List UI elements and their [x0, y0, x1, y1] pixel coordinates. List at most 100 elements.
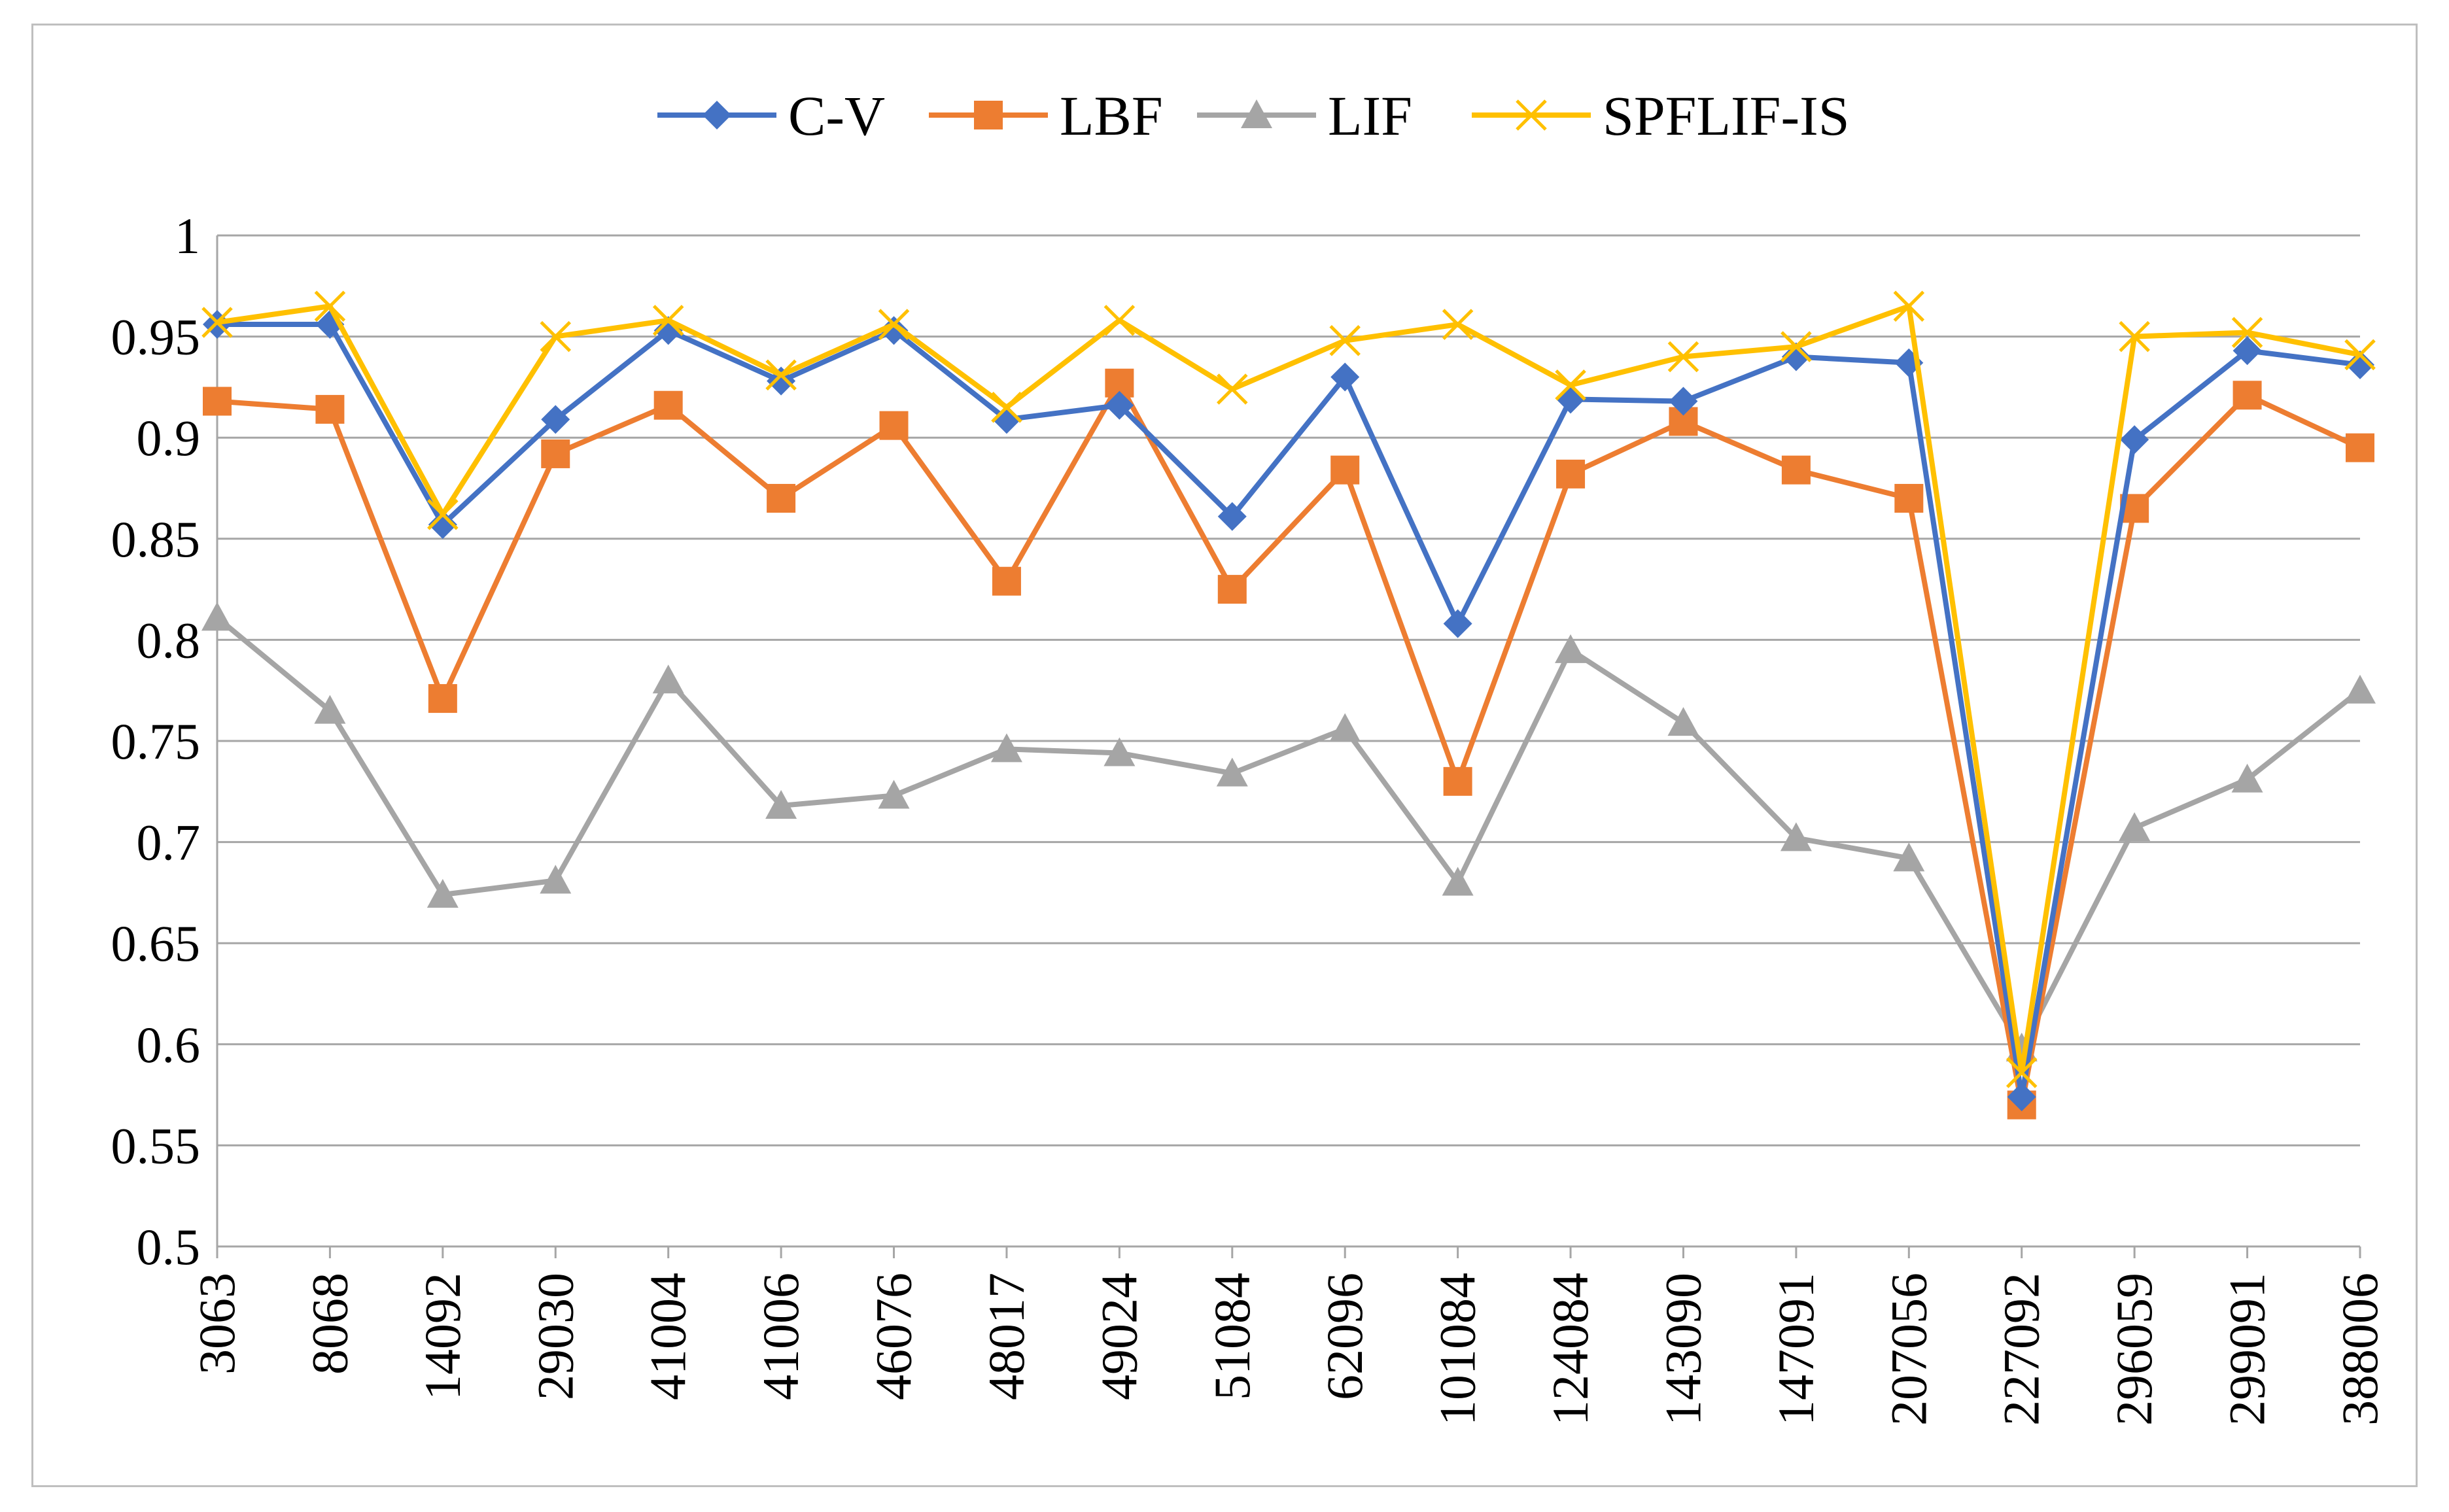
point-spflif-is-299091: [2231, 317, 2263, 349]
point-spflif-is-62096: [1329, 325, 1361, 356]
x-marker-stroke: [1555, 369, 1586, 401]
point-lif-41004: [652, 664, 684, 694]
y-tick-0.85: 0.85: [111, 511, 201, 568]
point-spflif-is-143090: [1667, 341, 1699, 373]
x-marker-stroke: [991, 392, 1022, 423]
point-lif-124084: [1555, 634, 1587, 663]
y-tick-0.9: 0.9: [137, 409, 201, 466]
y-tick-0.6: 0.6: [137, 1016, 201, 1073]
x-tick-labels: 3063 8068 14092 29030 41004 41006 46076 48017 49…: [188, 1273, 2388, 1426]
x-tick-227092: 227092: [1993, 1273, 2050, 1426]
point-lbf-51084: [1217, 575, 1247, 604]
point-lbf-101084: [1443, 766, 1472, 796]
x-tick-143090: 143090: [1654, 1273, 1711, 1426]
point-c-v-143090: [1669, 387, 1698, 416]
x-marker-stroke: [2119, 320, 2150, 352]
y-tick-labels: 0.5 0.55 0.6 0.65 0.7 0.75 0.8 0.85 0.9 0.95 1: [111, 207, 201, 1275]
legend-item-spflif-is: SPFLIF-IS: [1472, 84, 1850, 147]
point-spflif-is-296059: [2119, 320, 2150, 352]
x-tick-14092: 14092: [414, 1273, 471, 1400]
x-marker-stroke: [2006, 1057, 2038, 1088]
point-lif-48017: [990, 733, 1022, 763]
x-tick-207056: 207056: [1880, 1273, 1937, 1426]
axes: [216, 235, 2361, 1258]
point-lbf-3063: [203, 387, 232, 416]
point-lbf-41006: [767, 483, 796, 513]
y-tick-0.5: 0.5: [137, 1218, 201, 1275]
x-marker-stroke: [2344, 339, 2376, 371]
legend-marker-lif: [1241, 99, 1272, 128]
point-spflif-is-124084: [1555, 369, 1586, 401]
x-tick-49024: 49024: [1090, 1273, 1147, 1400]
legend-label-c-v: C-V: [788, 84, 885, 147]
legend-marker-c-v: [703, 101, 731, 129]
x-marker-stroke: [1442, 309, 1474, 340]
point-c-v-51084: [1217, 502, 1247, 531]
point-lbf-41004: [653, 390, 683, 420]
point-spflif-is-46076: [878, 309, 910, 340]
y-tick-0.55: 0.55: [111, 1117, 201, 1174]
x-marker-stroke: [1217, 373, 1248, 405]
point-c-v-299091: [2232, 336, 2262, 366]
x-tick-46076: 46076: [865, 1273, 922, 1400]
point-lif-3063: [201, 602, 233, 631]
legend-item-lif: LIF: [1197, 84, 1412, 147]
x-tick-41004: 41004: [640, 1273, 697, 1400]
point-c-v-227092: [2007, 1082, 2036, 1112]
point-lif-296059: [2119, 812, 2151, 841]
y-tick-0.7: 0.7: [137, 814, 201, 871]
point-spflif-is-51084: [1217, 373, 1248, 405]
x-tick-299091: 299091: [2219, 1273, 2276, 1426]
point-spflif-is-8068: [314, 290, 346, 322]
point-lbf-147091: [1781, 455, 1811, 485]
point-lif-62096: [1329, 713, 1361, 742]
point-lbf-207056: [1894, 483, 1924, 513]
x-marker-stroke: [1329, 325, 1361, 356]
point-lbf-8068: [315, 394, 345, 424]
x-marker-stroke: [765, 359, 797, 391]
x-marker-stroke: [427, 498, 459, 530]
x-tick-51084: 51084: [1204, 1273, 1260, 1400]
series-spflif-is: [201, 290, 2376, 1088]
point-lif-147091: [1780, 822, 1812, 851]
series-line-lbf: [217, 380, 2361, 1108]
legend-marker-lbf: [974, 101, 1003, 129]
point-lif-388006: [2344, 674, 2376, 704]
point-lbf-299091: [2232, 381, 2262, 410]
x-marker-stroke: [1780, 331, 1812, 362]
point-lif-143090: [1667, 707, 1699, 736]
chart-frame: [31, 24, 2418, 1487]
legend-label-lbf: LBF: [1060, 84, 1163, 147]
series-lbf: [203, 368, 2374, 1120]
point-lbf-29030: [541, 439, 570, 468]
point-spflif-is-14092: [427, 498, 459, 530]
point-spflif-is-29030: [540, 320, 572, 352]
point-c-v-29030: [541, 405, 570, 434]
point-lif-51084: [1216, 757, 1248, 787]
point-spflif-is-101084: [1442, 309, 1474, 340]
point-c-v-388006: [2346, 350, 2374, 379]
point-c-v-62096: [1330, 362, 1360, 392]
series-c-v: [203, 310, 2374, 1112]
x-tick-388006: 388006: [2331, 1273, 2388, 1426]
point-c-v-8068: [315, 310, 345, 339]
point-c-v-124084: [1556, 385, 1586, 414]
point-lbf-46076: [879, 411, 909, 440]
x-tick-147091: 147091: [1767, 1273, 1824, 1426]
x-marker-stroke: [540, 320, 572, 352]
x-tick-48017: 48017: [978, 1273, 1035, 1400]
point-lif-29030: [540, 865, 572, 894]
x-marker-stroke: [878, 309, 910, 340]
point-lif-207056: [1893, 842, 1925, 872]
x-marker-stroke: [652, 305, 684, 336]
point-spflif-is-388006: [2344, 339, 2376, 371]
point-lbf-62096: [1330, 455, 1360, 485]
point-lif-49024: [1103, 737, 1136, 766]
series-line-c-v: [217, 322, 2361, 1100]
point-c-v-46076: [879, 316, 909, 345]
series-group: [201, 290, 2376, 1120]
y-tick-0.8: 0.8: [137, 611, 201, 668]
y-tick-0.95: 0.95: [111, 309, 201, 366]
legend: C-V LBF LIF SPFLIF-IS: [657, 84, 1850, 147]
gridlines: [217, 234, 2360, 1248]
